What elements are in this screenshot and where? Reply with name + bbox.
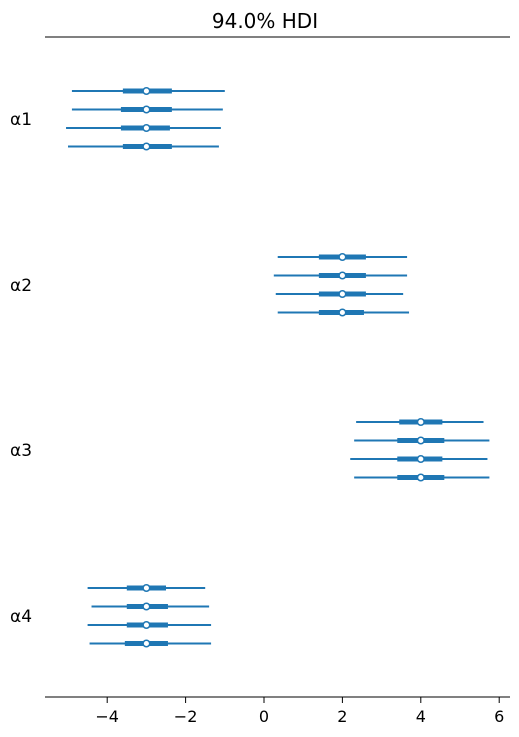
median-point bbox=[142, 142, 151, 151]
median-point bbox=[416, 436, 425, 445]
median-point bbox=[142, 583, 151, 593]
parameter-labels: α1 α2 α3 α4 bbox=[10, 110, 32, 627]
chart-title: 94.0% HDI bbox=[212, 9, 318, 33]
median-point bbox=[338, 308, 347, 317]
parameter-group-4 bbox=[87, 583, 212, 648]
median-point bbox=[142, 86, 151, 96]
parameter-group-1 bbox=[66, 86, 225, 151]
parameter-group-2 bbox=[273, 252, 410, 317]
parameter-label: α2 bbox=[10, 276, 32, 296]
median-point bbox=[416, 417, 425, 427]
median-point bbox=[416, 454, 425, 464]
x-axis-ticks: −4 −2 0 2 4 6 bbox=[95, 697, 504, 726]
parameter-label: α4 bbox=[10, 607, 32, 627]
parameter-group-3 bbox=[350, 417, 490, 482]
median-point bbox=[142, 123, 151, 133]
x-tick-label: −4 bbox=[95, 707, 119, 726]
x-tick-label: 2 bbox=[337, 707, 347, 726]
parameter-label: α1 bbox=[10, 110, 32, 130]
median-point bbox=[142, 105, 151, 114]
x-tick-label: 4 bbox=[416, 707, 426, 726]
median-point bbox=[142, 620, 151, 630]
x-tick-label: −2 bbox=[174, 707, 198, 726]
x-tick-label: 0 bbox=[259, 707, 269, 726]
plot-area bbox=[66, 86, 490, 648]
median-point bbox=[416, 473, 425, 482]
median-point bbox=[338, 289, 347, 299]
median-point bbox=[142, 639, 151, 648]
parameter-label: α3 bbox=[10, 441, 32, 461]
median-point bbox=[338, 271, 347, 280]
median-point bbox=[142, 602, 151, 611]
median-point bbox=[338, 252, 347, 262]
x-tick-label: 6 bbox=[494, 707, 504, 726]
